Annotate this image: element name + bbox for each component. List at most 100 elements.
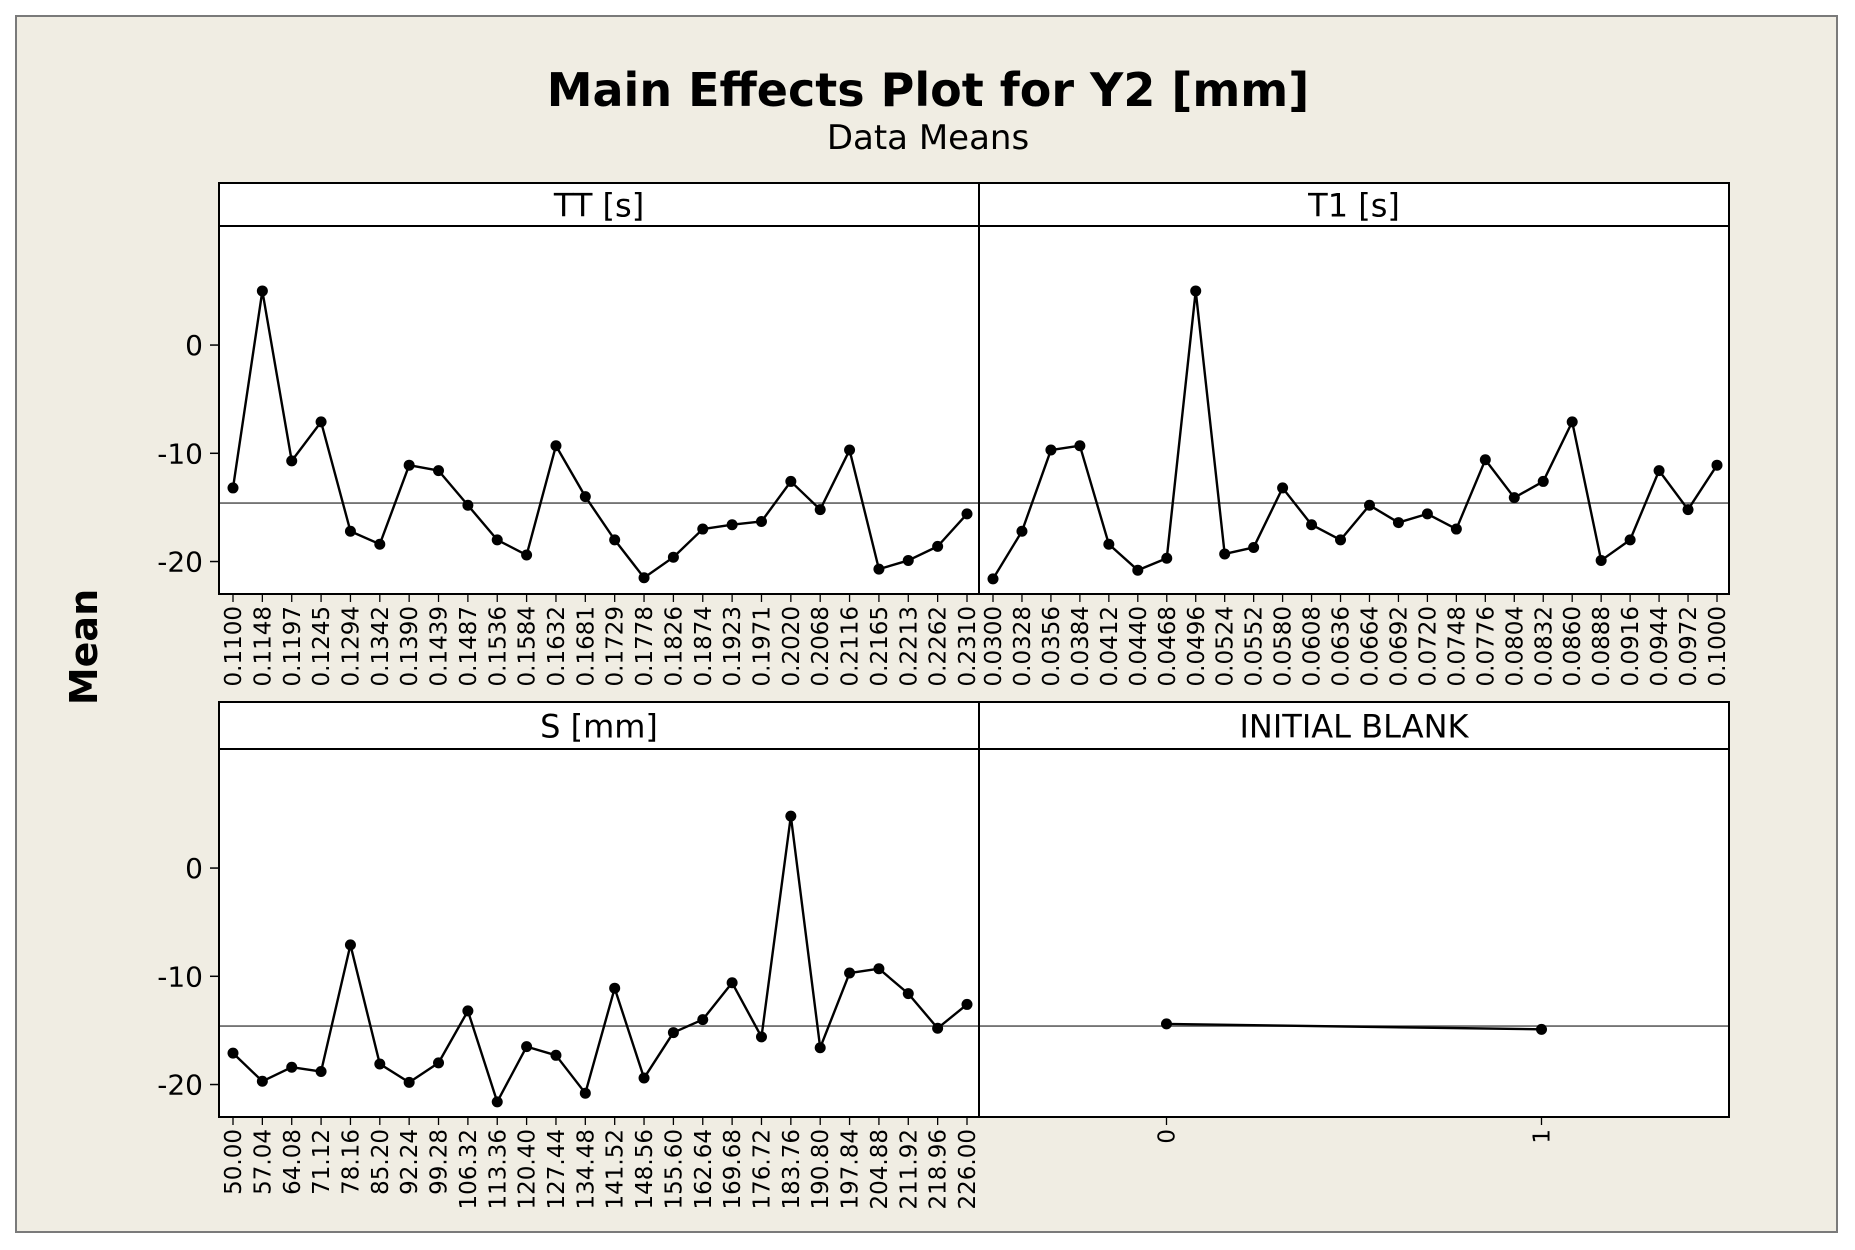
x-tick-label: 0.0888 <box>1589 606 1615 686</box>
x-tick-label: 0.1342 <box>368 606 394 686</box>
data-point <box>462 499 474 511</box>
series-line <box>232 814 968 1104</box>
x-tick-label: 148.56 <box>632 1129 658 1209</box>
x-tick-label: 106.32 <box>456 1129 482 1209</box>
x-tick-label: 183.76 <box>779 1129 805 1209</box>
chart-frame: Main Effects Plot for Y2 [mm] Data Means… <box>15 15 1838 1233</box>
data-point <box>1161 1018 1172 1030</box>
y-tick-label: 0 <box>185 329 203 362</box>
data-point <box>1537 475 1549 487</box>
x-tick-label: 0.0412 <box>1097 606 1123 686</box>
x-tick-label: 0.0692 <box>1386 606 1412 686</box>
x-tick-label: 155.60 <box>661 1129 687 1209</box>
data-point <box>344 525 356 537</box>
data-point <box>403 1076 415 1088</box>
x-tick-label: 141.52 <box>603 1129 629 1209</box>
panel-strip-label: S [mm] <box>540 708 658 746</box>
panel-strip-label: T1 [s] <box>1307 187 1400 225</box>
x-tick-label: 0.1148 <box>250 606 276 686</box>
x-tick-label: 0.1197 <box>280 606 306 686</box>
data-point <box>433 465 445 477</box>
data-point <box>1653 465 1665 477</box>
x-tick-label: 0.1874 <box>691 606 717 686</box>
panel-strip-label: TT [s] <box>553 187 644 225</box>
data-point <box>902 988 914 1000</box>
x-tick-label: 0.0300 <box>981 606 1007 686</box>
data-point <box>1508 492 1520 504</box>
x-tick-label: 0.0356 <box>1039 606 1065 686</box>
data-point <box>873 963 885 975</box>
data-point <box>256 285 268 297</box>
data-point <box>961 508 973 520</box>
x-tick-label: 226.00 <box>955 1129 981 1209</box>
data-point <box>785 475 797 487</box>
x-tick-label: 0.1000 <box>1705 606 1731 686</box>
panel-border <box>978 701 1730 1118</box>
data-point <box>697 523 709 535</box>
x-tick-label: 57.04 <box>250 1129 276 1195</box>
data-point <box>403 459 415 471</box>
x-tick-label: 0.1923 <box>720 606 746 686</box>
panel-background <box>979 183 1729 594</box>
data-point <box>256 1075 268 1087</box>
data-point <box>433 1057 445 1069</box>
x-tick-label: 71.12 <box>309 1129 335 1195</box>
x-tick-label: 0.1439 <box>427 606 453 686</box>
y-tick-label: -10 <box>157 960 203 993</box>
data-point <box>667 1027 679 1039</box>
data-point <box>755 515 767 527</box>
data-point <box>1016 525 1028 537</box>
data-point <box>667 551 679 563</box>
data-point <box>1277 482 1289 494</box>
x-tick-label: 0.0580 <box>1271 606 1297 686</box>
data-point <box>638 572 650 584</box>
x-tick-label: 0.1390 <box>397 606 423 686</box>
x-tick-label: 50.00 <box>221 1129 247 1195</box>
x-tick-label: 127.44 <box>544 1129 570 1209</box>
data-point <box>1219 548 1231 560</box>
data-point <box>1479 454 1491 466</box>
x-tick-label: 0.0328 <box>1010 606 1036 686</box>
x-tick-label: 0.0860 <box>1560 606 1586 686</box>
data-point <box>315 1066 327 1078</box>
x-tick-label: 0.0916 <box>1618 606 1644 686</box>
x-tick-label: 92.24 <box>397 1129 423 1195</box>
x-tick-label: 0.0748 <box>1444 606 1470 686</box>
x-tick-label: 0.1245 <box>309 606 335 686</box>
data-point <box>987 573 999 585</box>
data-point <box>521 549 533 561</box>
data-point <box>550 1049 562 1061</box>
x-tick-label: 0.0776 <box>1473 606 1499 686</box>
x-tick-label: 176.72 <box>750 1129 776 1209</box>
data-point <box>579 491 591 503</box>
data-point <box>932 1022 944 1034</box>
y-tick-label: -10 <box>157 437 203 470</box>
x-tick-label: 64.08 <box>280 1129 306 1195</box>
main-effects-chart: Main Effects Plot for Y2 [mm] Data Means… <box>62 63 1731 1209</box>
panel-strip-label: INITIAL BLANK <box>1239 708 1469 746</box>
y-tick-label: 0 <box>185 852 203 885</box>
data-point <box>491 534 503 546</box>
data-point <box>491 1096 503 1108</box>
data-point <box>1392 517 1404 529</box>
data-point <box>1624 534 1636 546</box>
data-point <box>550 440 562 452</box>
panel-3: S [mm] 0 -10 -20 50.00 57.04 64.08 71.12 78.16 85… <box>157 701 981 1209</box>
series-line <box>1166 1022 1542 1031</box>
x-tick-label: 0.2165 <box>867 606 893 686</box>
data-point <box>1421 508 1433 520</box>
data-point <box>286 455 298 467</box>
data-point <box>609 534 621 546</box>
data-point <box>1161 552 1173 564</box>
data-point <box>1595 554 1607 566</box>
x-tick-label: 0.2068 <box>808 606 834 686</box>
x-tick-label: 0.1778 <box>632 606 658 686</box>
series-line <box>991 289 1719 580</box>
data-point <box>374 538 386 550</box>
x-tick-label: 1 <box>1530 1129 1556 1144</box>
panel-2: T1 [s]0.0300 0.0328 0.0356 0.0384 0.0412 0.04… <box>978 182 1731 686</box>
data-point <box>755 1031 767 1043</box>
x-tick-label: 0.0804 <box>1502 606 1528 686</box>
x-tick-label: 85.20 <box>368 1129 394 1195</box>
x-tick-label: 0.2020 <box>779 606 805 686</box>
